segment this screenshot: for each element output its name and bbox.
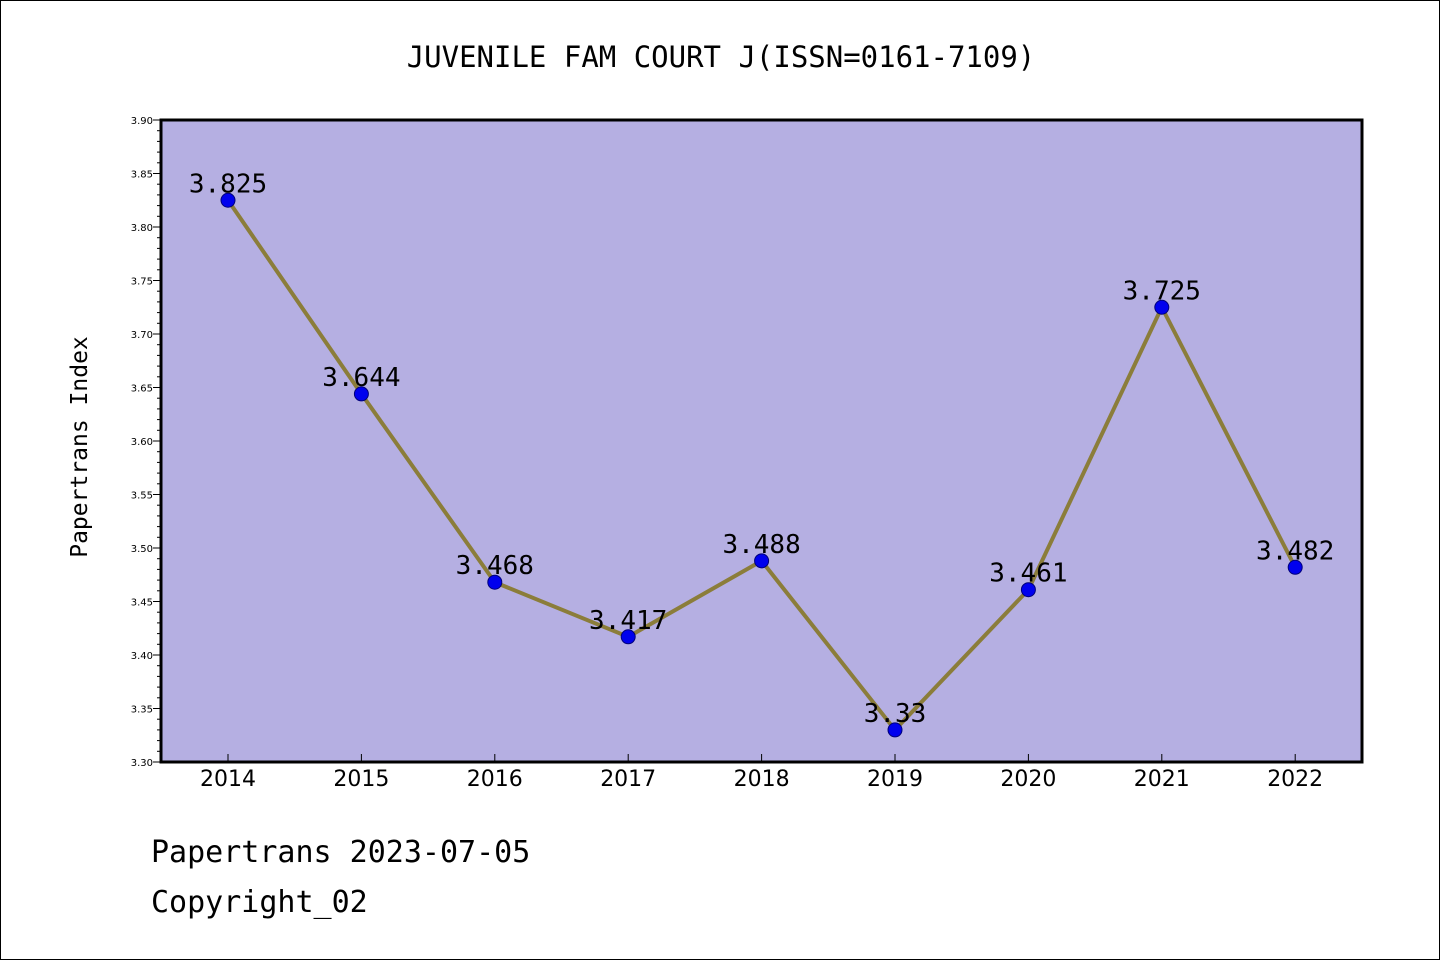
data-label: 3.644: [322, 363, 400, 393]
footer-copyright: Copyright_02: [151, 885, 368, 920]
data-label-group: 3.825 3.644 3.468 3.417 3.488 3.33 3.461 3.725 3…: [189, 169, 1334, 729]
data-label: 3.461: [989, 559, 1067, 589]
y-tick-label: 3.60: [131, 437, 153, 448]
y-tick-label: 3.75: [131, 277, 153, 288]
y-tick-label: 3.45: [131, 598, 153, 609]
data-label: 3.468: [456, 551, 534, 581]
data-label: 3.33: [864, 699, 927, 729]
y-tick-label: 3.55: [131, 491, 153, 502]
data-point: [620, 629, 636, 645]
x-axis-ticks: 2014 2015 2016 2017 2018 2019 2020 2021 2022: [200, 754, 1323, 792]
plot-area: [161, 120, 1362, 762]
y-tick-label: 3.65: [131, 384, 153, 395]
data-point: [1020, 582, 1036, 598]
y-tick-label: 3.90: [131, 116, 153, 127]
y-tick-label: 3.30: [131, 758, 153, 769]
y-tick-label: 3.35: [131, 705, 153, 716]
x-tick-label: 2020: [1000, 767, 1056, 792]
data-label: 3.488: [722, 530, 800, 560]
y-tick-label: 3.85: [131, 170, 153, 181]
chart-title: JUVENILE FAM COURT J(ISSN=0161-7109): [407, 40, 1036, 74]
x-tick-label: 2017: [600, 767, 656, 792]
y-axis-label: Papertrans Index: [67, 336, 93, 558]
footer-date-line: Papertrans 2023-07-05: [151, 835, 531, 870]
data-label: 3.417: [589, 606, 667, 636]
y-tick-label: 3.40: [131, 651, 153, 662]
series-line-group: [220, 192, 1303, 738]
data-point: [487, 574, 503, 590]
data-point: [754, 553, 770, 569]
y-tick-label: 3.50: [131, 544, 153, 555]
y-axis-ticks: 3.30 3.35 3.40 3.45 3.50 3.55 3.60 3.65 3.70 3.75…: [131, 116, 161, 769]
data-point: [1287, 559, 1303, 575]
data-point: [887, 722, 903, 738]
data-label: 3.825: [189, 169, 267, 199]
plot-border: [159, 118, 1364, 764]
data-point: [1154, 299, 1170, 315]
y-tick-label: 3.80: [131, 223, 153, 234]
data-label: 3.482: [1256, 536, 1334, 566]
data-point: [353, 386, 369, 402]
x-tick-label: 2018: [734, 767, 790, 792]
x-tick-label: 2016: [467, 767, 523, 792]
x-tick-label: 2019: [867, 767, 923, 792]
y-tick-label: 3.70: [131, 330, 153, 341]
x-tick-label: 2014: [200, 767, 256, 792]
x-tick-label: 2022: [1267, 767, 1323, 792]
data-point: [220, 192, 236, 208]
x-tick-label: 2021: [1134, 767, 1190, 792]
data-label: 3.725: [1123, 276, 1201, 306]
x-tick-label: 2015: [333, 767, 389, 792]
